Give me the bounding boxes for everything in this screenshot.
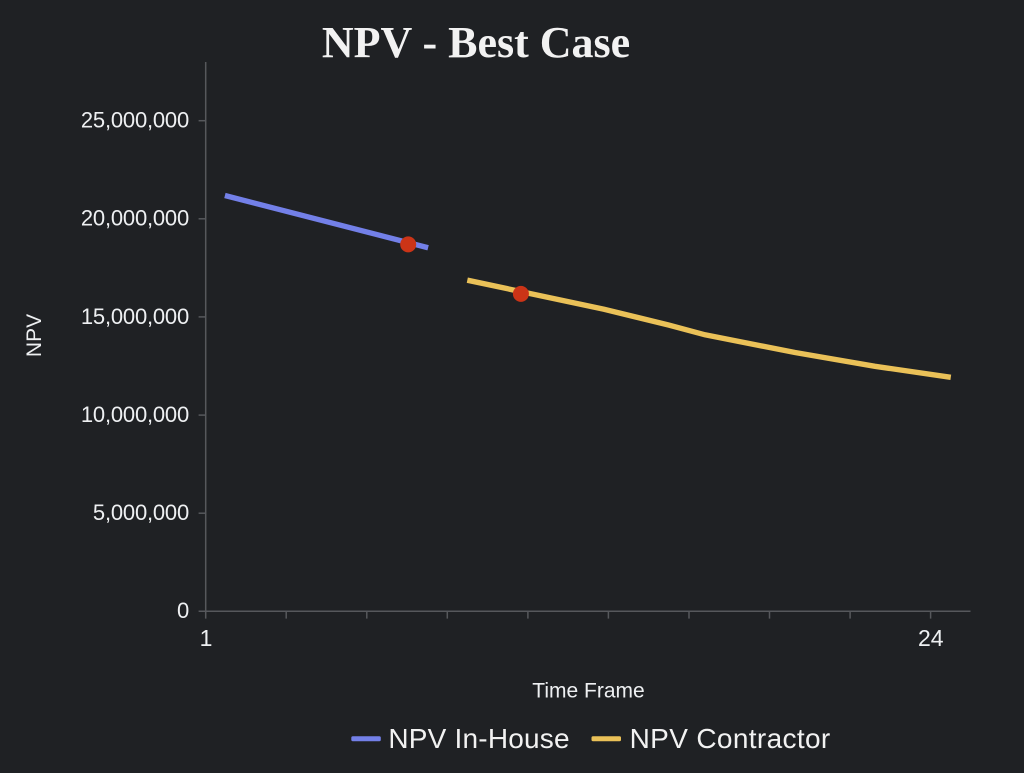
svg-text:Time Frame: Time Frame bbox=[532, 680, 644, 703]
svg-text:25,000,000: 25,000,000 bbox=[81, 108, 189, 133]
svg-text:20,000,000: 20,000,000 bbox=[81, 206, 189, 231]
svg-text:NPV Contractor: NPV Contractor bbox=[630, 723, 831, 754]
svg-text:24: 24 bbox=[918, 625, 944, 651]
svg-text:5,000,000: 5,000,000 bbox=[93, 500, 189, 525]
svg-text:0: 0 bbox=[177, 598, 189, 623]
svg-text:NPV In-House: NPV In-House bbox=[388, 723, 569, 754]
svg-text:NPV - Best Case: NPV - Best Case bbox=[322, 18, 630, 67]
svg-text:10,000,000: 10,000,000 bbox=[81, 402, 189, 427]
svg-text:NPV: NPV bbox=[23, 314, 46, 357]
svg-text:1: 1 bbox=[200, 625, 213, 651]
svg-text:15,000,000: 15,000,000 bbox=[81, 304, 189, 329]
